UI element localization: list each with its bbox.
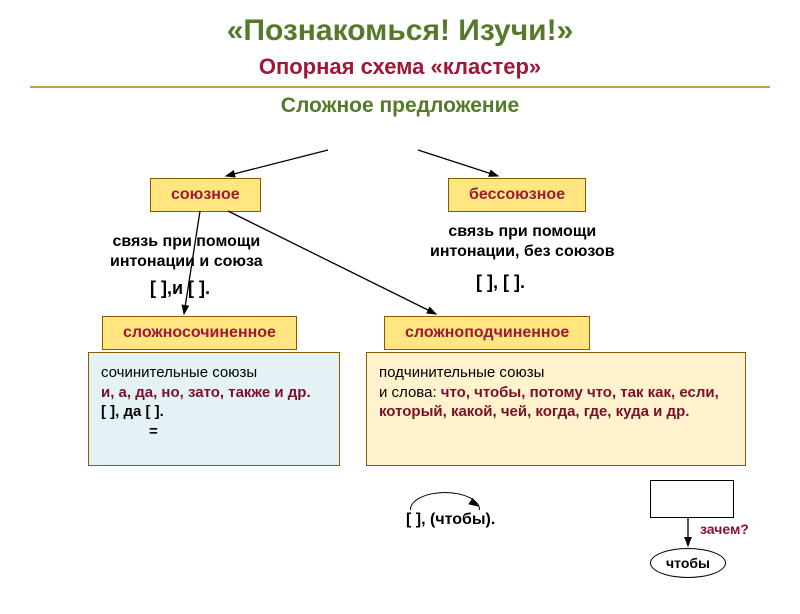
- box-asyndeton: бессоюзное: [448, 178, 586, 212]
- panel-left-equals: =: [149, 423, 158, 440]
- caption-right-line2: интонации, без союзов: [430, 243, 615, 260]
- caption-left-line2: интонации и союза: [110, 253, 263, 270]
- caption-left-line1: связь при помощи: [112, 233, 260, 250]
- box-compound: сложносочиненное: [102, 316, 297, 350]
- caption-right: связь при помощи интонации, без союзов: [430, 222, 615, 262]
- bottom-pattern: [ ], (чтобы).: [406, 511, 495, 529]
- panel-compound: сочинительные союзы и, а, да, но, зато, …: [88, 352, 340, 466]
- pattern-right: [ ], [ ].: [476, 272, 525, 293]
- panel-left-pattern: [ ], да [ ].: [101, 403, 164, 420]
- page-title: «Познакомься! Изучи!»: [0, 14, 800, 48]
- caption-left: связь при помощи интонации и союза: [110, 232, 263, 272]
- zachem-label: зачем?: [700, 521, 749, 537]
- caption-right-line1: связь при помощи: [448, 223, 596, 240]
- box-subordinate: сложноподчиненное: [384, 316, 590, 350]
- arc-icon: [410, 492, 480, 510]
- panel-right-lead2: и слова:: [379, 384, 441, 401]
- subhead: Сложное предложение: [0, 94, 800, 118]
- panel-left-lead: сочинительные союзы: [101, 364, 257, 381]
- page-subtitle: Опорная схема «кластер»: [0, 54, 800, 80]
- pattern-left: [ ],и [ ].: [150, 278, 210, 299]
- panel-subordinate: подчинительные союзы и слова: что, чтобы…: [366, 352, 746, 466]
- panel-right-lead: подчинительные союзы: [379, 364, 544, 381]
- panel-left-conj: и, а, да, но, зато, также и др.: [101, 384, 311, 401]
- zachem-box: [650, 480, 734, 518]
- zachem-oval: чтобы: [650, 548, 726, 578]
- divider: [30, 86, 770, 88]
- box-union: союзное: [150, 178, 261, 212]
